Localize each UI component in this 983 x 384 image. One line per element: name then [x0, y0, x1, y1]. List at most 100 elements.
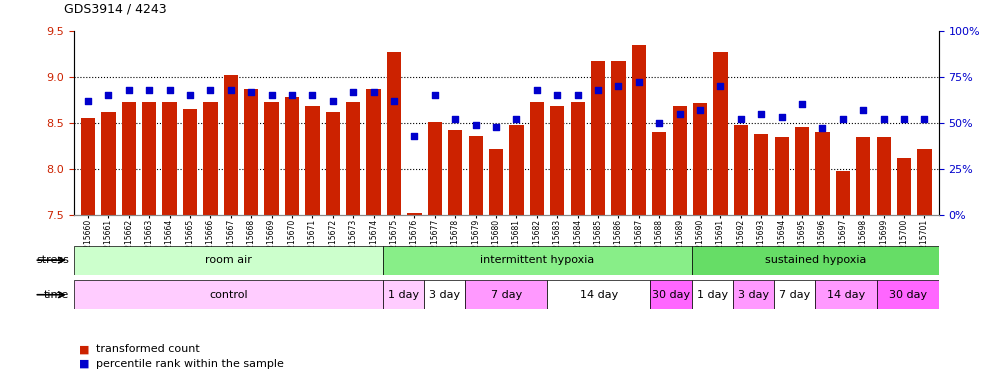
Point	[529, 87, 545, 93]
Bar	[264, 102, 279, 215]
Bar	[733, 125, 748, 215]
Point	[244, 88, 260, 94]
Point	[652, 120, 667, 126]
Point	[774, 114, 789, 121]
Point	[162, 87, 178, 93]
Bar	[285, 97, 299, 215]
Bar	[382, 280, 424, 309]
Bar	[346, 102, 361, 215]
Point	[100, 92, 116, 98]
Point	[305, 92, 320, 98]
Point	[263, 92, 279, 98]
Point	[549, 92, 565, 98]
Bar	[651, 280, 692, 309]
Point	[631, 79, 647, 85]
Point	[916, 116, 932, 122]
Point	[713, 83, 728, 89]
Point	[570, 92, 586, 98]
Bar	[714, 52, 727, 215]
Bar	[509, 125, 524, 215]
Bar	[548, 280, 651, 309]
Bar	[244, 89, 259, 215]
Bar	[448, 130, 462, 215]
Bar	[387, 52, 401, 215]
Bar	[101, 112, 116, 215]
Bar	[877, 137, 891, 215]
Text: ■: ■	[79, 344, 89, 354]
Text: 14 day: 14 day	[580, 290, 618, 300]
Point	[427, 92, 442, 98]
Point	[489, 124, 504, 130]
Text: transformed count: transformed count	[96, 344, 201, 354]
Point	[386, 98, 402, 104]
Bar	[489, 149, 503, 215]
Point	[876, 116, 892, 122]
Point	[671, 111, 687, 117]
Point	[202, 87, 218, 93]
Bar	[550, 106, 564, 215]
Point	[121, 87, 137, 93]
Point	[407, 133, 423, 139]
Point	[855, 107, 871, 113]
Text: sustained hypoxia: sustained hypoxia	[765, 255, 866, 265]
Text: 1 day: 1 day	[387, 290, 419, 300]
Point	[896, 116, 912, 122]
Bar	[692, 246, 939, 275]
Text: control: control	[208, 290, 248, 300]
Point	[590, 87, 606, 93]
Point	[733, 116, 749, 122]
Bar	[754, 134, 769, 215]
Bar	[611, 61, 625, 215]
Bar	[877, 280, 939, 309]
Bar	[570, 102, 585, 215]
Bar	[815, 280, 877, 309]
Text: 7 day: 7 day	[491, 290, 522, 300]
Bar	[896, 158, 911, 215]
Point	[692, 107, 708, 113]
Bar	[795, 127, 809, 215]
Point	[182, 92, 198, 98]
Bar	[815, 132, 830, 215]
Bar	[917, 149, 932, 215]
Bar	[692, 280, 732, 309]
Text: 30 day: 30 day	[889, 290, 927, 300]
Bar	[183, 109, 198, 215]
Text: 1 day: 1 day	[697, 290, 727, 300]
Bar	[325, 112, 340, 215]
Bar	[465, 280, 548, 309]
Text: 14 day: 14 day	[827, 290, 865, 300]
Point	[345, 88, 361, 94]
Point	[835, 116, 850, 122]
Point	[142, 87, 157, 93]
Bar	[530, 102, 544, 215]
Bar	[652, 132, 666, 215]
Text: intermittent hypoxia: intermittent hypoxia	[480, 255, 595, 265]
Point	[815, 125, 831, 131]
Bar	[632, 45, 646, 215]
Text: room air: room air	[204, 255, 252, 265]
Bar	[122, 102, 136, 215]
Point	[81, 98, 96, 104]
Bar	[469, 136, 483, 215]
Point	[325, 98, 341, 104]
Bar	[162, 102, 177, 215]
Bar	[775, 137, 788, 215]
Bar	[856, 137, 870, 215]
Text: 3 day: 3 day	[429, 290, 460, 300]
Text: ■: ■	[79, 359, 89, 369]
Text: time: time	[43, 290, 69, 300]
Bar	[382, 246, 692, 275]
Bar	[732, 280, 774, 309]
Point	[794, 101, 810, 108]
Bar	[224, 75, 238, 215]
Bar	[74, 280, 382, 309]
Bar	[774, 280, 815, 309]
Bar	[407, 213, 422, 215]
Bar	[203, 102, 217, 215]
Text: 30 day: 30 day	[652, 290, 690, 300]
Bar	[424, 280, 465, 309]
Point	[508, 116, 524, 122]
Point	[753, 111, 769, 117]
Point	[447, 116, 463, 122]
Bar	[74, 246, 382, 275]
